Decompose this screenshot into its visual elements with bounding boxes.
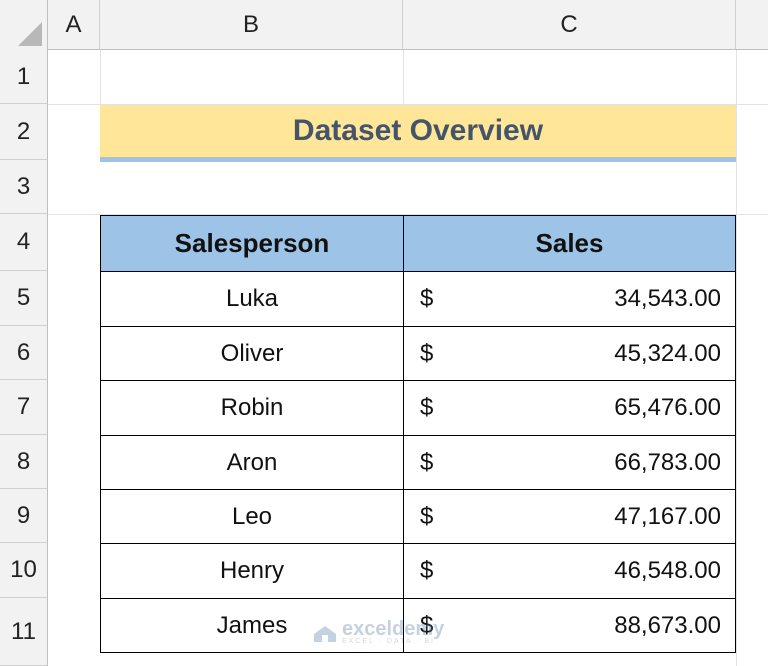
title-underline [100,157,736,162]
page-title[interactable]: Dataset Overview [100,105,736,157]
sales-value: 47,167.00 [614,502,721,530]
currency-symbol: $ [420,502,434,530]
sales-value: 46,548.00 [614,557,721,584]
sales-cell[interactable]: $ 46,548.00 [403,543,736,599]
gridline [100,50,101,105]
row-header-11[interactable]: 11 [0,598,48,666]
gridline [48,214,768,215]
sales-cell[interactable]: $ 34,543.00 [403,271,736,327]
sales-cell[interactable]: $ 45,324.00 [403,326,736,381]
currency-symbol: $ [420,557,434,584]
currency-symbol: $ [420,611,434,639]
currency-symbol: $ [420,394,434,421]
currency-symbol: $ [420,339,434,367]
sales-value: 34,543.00 [614,285,721,312]
watermark-logo-icon [314,625,336,642]
row-header-3[interactable]: 3 [0,160,48,214]
sales-value: 88,673.00 [614,611,721,639]
watermark: exceldemy EXCEL · DATA · BI [312,618,445,645]
salesperson-cell[interactable]: Luka [100,271,404,327]
row-header-4[interactable]: 4 [0,214,48,271]
row-header-6[interactable]: 6 [0,326,48,380]
watermark-name: exceldemy [342,618,445,640]
gridline [736,50,737,666]
sales-value: 45,324.00 [614,339,721,367]
row-header-7[interactable]: 7 [0,380,48,435]
sales-cell[interactable]: $ 65,476.00 [403,380,736,436]
column-header-a[interactable]: A [48,0,100,50]
sales-cell[interactable]: $ 88,673.00 [403,598,736,653]
row-header-5[interactable]: 5 [0,271,48,326]
row-header-2[interactable]: 2 [0,104,48,160]
currency-symbol: $ [420,448,434,476]
salesperson-cell[interactable]: Aron [100,435,404,490]
sales-value: 65,476.00 [614,394,721,421]
column-header-c[interactable]: C [403,0,736,50]
salesperson-cell[interactable]: Robin [100,380,404,436]
row-header-9[interactable]: 9 [0,489,48,543]
table-header-salesperson[interactable]: Salesperson [100,215,404,272]
salesperson-cell[interactable]: James [100,598,404,653]
sales-cell[interactable]: $ 66,783.00 [403,435,736,490]
sales-value: 66,783.00 [614,448,721,476]
gridline [48,104,768,105]
gridline [403,50,404,105]
column-header-bar [0,0,768,50]
currency-symbol: $ [420,285,434,312]
watermark-tagline: EXCEL · DATA · BI [342,638,435,645]
sales-cell[interactable]: $ 47,167.00 [403,489,736,544]
row-header-1[interactable]: 1 [0,50,48,104]
column-header-b[interactable]: B [100,0,403,50]
table-header-sales[interactable]: Sales [403,215,736,272]
row-header-10[interactable]: 10 [0,543,48,598]
row-header-8[interactable]: 8 [0,435,48,489]
salesperson-cell[interactable]: Henry [100,543,404,599]
select-all-triangle-icon [18,22,42,46]
salesperson-cell[interactable]: Leo [100,489,404,544]
salesperson-cell[interactable]: Oliver [100,326,404,381]
